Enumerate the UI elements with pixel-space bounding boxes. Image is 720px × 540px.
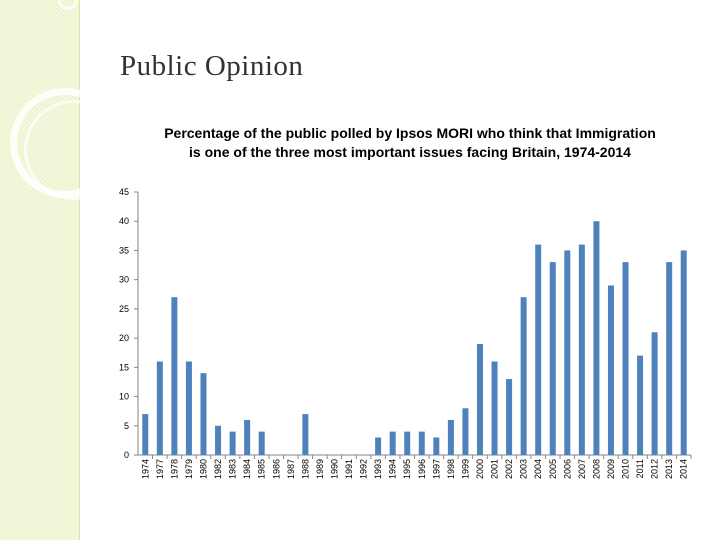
chart-title: Percentage of the public polled by Ipsos… — [164, 125, 656, 160]
x-tick-label: 2011 — [635, 459, 645, 478]
bar — [622, 262, 629, 455]
decorative-ring-small — [58, 0, 78, 10]
bar — [433, 437, 440, 455]
slide-title: Public Opinion — [120, 50, 304, 82]
x-tick-label: 1990 — [329, 459, 339, 479]
bar — [215, 425, 222, 455]
x-tick-label: 2006 — [562, 459, 572, 479]
bar — [549, 262, 556, 455]
bar — [476, 343, 483, 455]
y-tick-label: 0 — [124, 450, 129, 460]
bar — [447, 419, 454, 455]
bar — [564, 250, 571, 455]
bar — [229, 431, 236, 455]
x-tick-label: 1996 — [417, 459, 427, 479]
bar — [404, 431, 411, 455]
bar — [506, 379, 513, 455]
x-tick-label: 2004 — [533, 459, 543, 479]
bar — [607, 285, 614, 455]
bar — [491, 361, 498, 455]
bar — [258, 431, 265, 455]
x-tick-label: 2013 — [664, 459, 674, 479]
x-tick-label: 1992 — [359, 459, 369, 479]
x-tick-label: 2009 — [606, 459, 616, 479]
x-tick-label: 2003 — [519, 459, 529, 479]
y-tick-label: 10 — [119, 392, 129, 402]
x-tick-label: 2014 — [679, 459, 689, 479]
y-tick-label: 45 — [119, 187, 129, 197]
y-tick-label: 25 — [119, 304, 129, 314]
x-tick-label: 1977 — [155, 459, 165, 479]
x-tick-label: 2005 — [548, 459, 558, 479]
x-tick-label: 1982 — [213, 459, 223, 479]
x-tick-label: 2007 — [577, 459, 587, 479]
bar — [637, 355, 644, 455]
x-tick-label: 1988 — [300, 459, 310, 479]
side-band-edge — [79, 0, 80, 540]
y-tick-label: 15 — [119, 362, 129, 372]
bar — [593, 221, 600, 455]
bar — [666, 262, 673, 455]
x-tick-label: 1997 — [431, 459, 441, 479]
x-tick-label: 1979 — [184, 459, 194, 479]
y-tick-label: 5 — [124, 421, 129, 431]
x-tick-label: 1999 — [460, 459, 470, 479]
bar — [680, 250, 687, 455]
bar — [651, 332, 658, 455]
x-tick-label: 1993 — [373, 459, 383, 479]
bar — [389, 431, 396, 455]
x-tick-label: 1974 — [140, 459, 150, 479]
x-tick-label: 2002 — [504, 459, 514, 479]
bar — [171, 297, 178, 455]
x-tick-label: 1983 — [228, 459, 238, 479]
bar — [535, 244, 542, 455]
bar — [578, 244, 585, 455]
bar — [520, 297, 527, 455]
bar — [418, 431, 425, 455]
x-tick-label: 1995 — [402, 459, 412, 479]
bar — [375, 437, 382, 455]
x-tick-label: 1989 — [315, 459, 325, 479]
y-tick-label: 30 — [119, 275, 129, 285]
x-tick-label: 1987 — [286, 459, 296, 479]
y-tick-label: 35 — [119, 245, 129, 255]
x-tick-label: 1985 — [257, 459, 267, 479]
bar — [185, 361, 192, 455]
x-tick-label: 1984 — [242, 459, 252, 479]
x-tick-label: 1991 — [344, 459, 354, 479]
bar — [462, 408, 469, 455]
x-tick-label: 1998 — [446, 459, 456, 479]
x-tick-label: 1978 — [169, 459, 179, 479]
x-tick-label: 1994 — [388, 459, 398, 479]
y-tick-label: 40 — [119, 216, 129, 226]
decorative-ring-inner — [24, 100, 124, 200]
x-tick-label: 2010 — [621, 459, 631, 479]
bar — [244, 419, 251, 455]
bar — [156, 361, 163, 455]
x-tick-label: 1986 — [271, 459, 281, 479]
x-tick-label: 2008 — [591, 459, 601, 479]
x-tick-label: 2001 — [490, 459, 500, 479]
x-tick-label: 2012 — [650, 459, 660, 479]
x-tick-label: 1980 — [198, 459, 208, 479]
bar — [302, 414, 309, 455]
x-tick-label: 2000 — [475, 459, 485, 479]
y-tick-label: 20 — [119, 333, 129, 343]
bar — [200, 373, 207, 455]
bar — [142, 414, 149, 455]
